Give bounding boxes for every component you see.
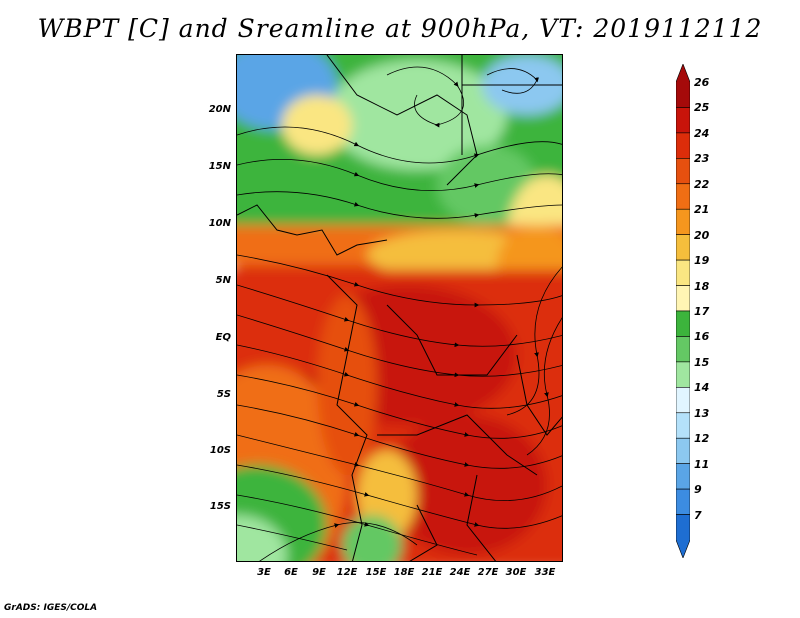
colorbar-label: 24 — [694, 126, 710, 140]
colorbar-label: 9 — [694, 483, 702, 497]
colorbar-label: 11 — [694, 457, 710, 471]
colorbar-swatch — [676, 183, 690, 210]
colorbar-label: 15 — [694, 355, 710, 369]
x-tick-label: 12E — [336, 567, 358, 578]
colorbar-swatch — [676, 463, 690, 490]
colorbar-label: 13 — [694, 406, 710, 420]
colorbar-swatch — [676, 285, 690, 312]
colorbar-swatch — [676, 361, 690, 388]
footer-credit: GrADS: IGES/COLA — [4, 603, 98, 613]
x-tick-label: 18E — [393, 567, 415, 578]
y-tick-label: 15S — [209, 501, 231, 512]
x-tick-label: 3E — [257, 567, 271, 578]
y-tick-label: 10N — [208, 218, 231, 229]
y-tick-label: 20N — [208, 104, 231, 115]
x-tick-label: 24E — [449, 567, 471, 578]
colorbar-label: 25 — [694, 101, 710, 115]
colorbar-label: 12 — [694, 432, 710, 446]
colorbar-swatch — [676, 336, 690, 363]
colorbar-swatch — [676, 437, 690, 464]
y-tick-label: 10S — [209, 445, 231, 456]
colorbar-swatch — [676, 387, 690, 414]
colorbar-label: 18 — [694, 279, 710, 293]
colorbar-label: 19 — [694, 254, 710, 268]
y-tick-label: 5N — [215, 275, 231, 286]
x-tick-label: 33E — [534, 567, 556, 578]
colorbar-swatch — [676, 310, 690, 337]
colorbar-swatch — [676, 132, 690, 159]
colorbar-label: 26 — [694, 76, 710, 89]
x-tick-label: 9E — [312, 567, 326, 578]
colorbar-swatch — [676, 234, 690, 261]
colorbar-swatch — [676, 488, 690, 515]
x-tick-label: 21E — [421, 567, 443, 578]
map-title: WBPT [C] and Sreamline at 900hPa, VT: 20… — [37, 14, 763, 43]
colorbar — [676, 64, 690, 558]
map-panel — [236, 54, 563, 562]
colorbar-swatch — [676, 208, 690, 235]
colorbar-label: 22 — [694, 177, 710, 191]
x-tick-label: 27E — [477, 567, 499, 578]
colorbar-swatch — [676, 107, 690, 134]
colorbar-swatch — [676, 64, 690, 108]
colorbar-label: 16 — [694, 330, 710, 344]
colorbar-label: 17 — [694, 305, 710, 318]
x-tick-label: 15E — [365, 567, 387, 578]
x-tick-label: 6E — [284, 567, 298, 578]
y-tick-label: 5S — [216, 389, 231, 400]
colorbar-label: 14 — [694, 381, 710, 395]
colorbar-swatch — [676, 259, 690, 286]
y-tick-label: EQ — [215, 332, 231, 343]
colorbar-label: 7 — [694, 508, 702, 522]
colorbar-label: 23 — [694, 152, 710, 166]
x-tick-label: 30E — [505, 567, 527, 578]
streamlines — [237, 66, 562, 561]
colorbar-swatch — [676, 514, 690, 558]
colorbar-label: 21 — [694, 203, 710, 217]
colorbar-swatch — [676, 158, 690, 185]
colorbar-label: 20 — [694, 228, 710, 242]
y-tick-label: 15N — [208, 161, 231, 172]
wbpt-field-map — [237, 55, 562, 561]
colorbar-swatch — [676, 412, 690, 439]
temperature-shading — [237, 55, 562, 561]
